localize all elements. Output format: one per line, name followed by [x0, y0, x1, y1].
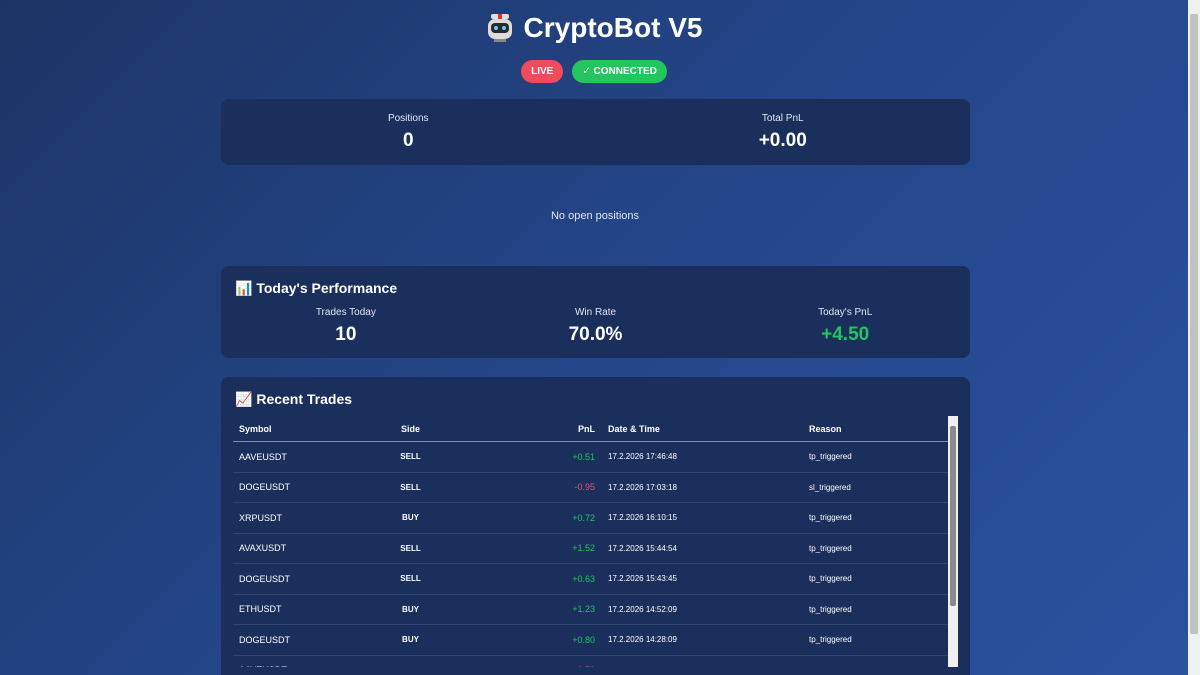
stat: Win Rate 70.0% — [471, 307, 721, 346]
title-text: CryptoBot V5 — [523, 12, 703, 43]
page-scrollbar[interactable] — [1188, 0, 1200, 675]
trades-card: 📈 Recent Trades Symbol Side PnL Date & Time… — [221, 377, 970, 675]
trade-cell: sl_triggered — [809, 656, 851, 667]
trade-cell: 17.2.2026 14:52:09 — [608, 604, 677, 614]
trade-cell: tp_triggered — [809, 604, 852, 614]
trade-cell: BUY — [383, 656, 438, 667]
trade-cell: -0.79 — [493, 656, 595, 667]
trade-cell: 17.2.2026 17:46:48 — [608, 452, 677, 462]
trade-cell: 17.2.2026 06:33:04 — [608, 656, 677, 667]
trade-row: AAVEUSDT BUY -0.79 17.2.2026 06:33:04 sl_tri… — [233, 656, 958, 667]
stat-value: +0.00 — [758, 130, 807, 151]
trade-cell: 17.2.2026 15:44:54 — [608, 543, 677, 553]
stat-label: Today's PnL — [818, 307, 873, 318]
summary-card: Positions 0 Total PnL +0.00 — [221, 99, 970, 165]
header: CryptoBot V5 LIVE ✓ CONNECTED — [0, 12, 1188, 83]
trade-cell: +0.51 — [572, 451, 595, 462]
trade-cell: +0.80 — [572, 634, 595, 645]
stat: Trades Today 10 — [221, 307, 471, 346]
trade-cell: sl_triggered — [809, 482, 851, 492]
stat-value: 0 — [402, 130, 414, 151]
app-title: CryptoBot V5 — [486, 12, 703, 44]
trade-cell: tp_triggered — [809, 574, 852, 584]
performance-card: 📊 Today's Performance Trades Today 10 Win … — [221, 266, 970, 358]
column-header: Side — [400, 423, 420, 434]
trade-row: DOGEUSDT BUY +0.80 17.2.2026 14:28:09 tp_tri… — [233, 625, 958, 656]
trade-cell: SELL — [400, 482, 421, 492]
stat: Today's PnL +4.50 — [720, 307, 970, 346]
trade-cell: BUY — [402, 604, 419, 614]
column-header: Date & Time — [608, 423, 660, 434]
trade-cell: DOGEUSDT — [239, 573, 291, 584]
stat-value: 70.0% — [568, 324, 623, 345]
live-badge: LIVE — [521, 60, 564, 83]
trade-cell: BUY — [402, 513, 419, 523]
trade-cell: tp_triggered — [809, 635, 852, 645]
trade-cell: DOGEUSDT — [239, 482, 291, 493]
trade-cell: AAVEUSDT — [239, 656, 287, 667]
trade-row: ETHUSDT BUY +1.23 17.2.2026 14:52:09 tp_trig… — [233, 595, 958, 625]
column-header: Symbol — [239, 423, 272, 434]
trade-cell: 17.2.2026 17:03:18 — [608, 482, 677, 492]
trade-cell: +0.63 — [572, 573, 595, 584]
trade-cell: 17.2.2026 14:28:09 — [608, 635, 677, 645]
card-title-text: Recent Trades — [256, 391, 353, 407]
table-scrollbar[interactable] — [948, 416, 958, 667]
trade-cell: -0.95 — [574, 482, 595, 493]
trade-cell: DOGEUSDT — [239, 634, 291, 645]
stat-label: Trades Today — [315, 307, 376, 318]
trade-cell: +1.52 — [572, 543, 595, 554]
trade-cell: +1.23 — [572, 604, 595, 615]
trade-cell: SELL — [400, 543, 421, 553]
trade-cell: ETHUSDT — [239, 604, 282, 615]
robot-icon — [487, 14, 512, 42]
trade-cell: AVAXUSDT — [239, 543, 287, 554]
stat-label: Positions — [387, 113, 429, 124]
stat-value: +4.50 — [821, 324, 870, 345]
stat-value: 10 — [335, 324, 357, 345]
trade-cell: BUY — [402, 635, 419, 645]
trade-cell: 17.2.2026 15:43:45 — [608, 574, 677, 584]
table-header: Symbol Side PnL Date & Time Reason — [233, 416, 958, 442]
trade-row: AAVEUSDT SELL +0.51 17.2.2026 17:46:48 tp_tr… — [233, 442, 958, 473]
trade-cell: +0.72 — [572, 512, 595, 523]
column-header: Reason — [809, 423, 842, 434]
trade-cell: XRPUSDT — [239, 512, 283, 523]
trade-cell: tp_triggered — [809, 513, 852, 523]
trade-cell: SELL — [400, 574, 421, 584]
trade-cell: 17.2.2026 16:10:15 — [608, 513, 677, 523]
trade-row: DOGEUSDT SELL -0.95 17.2.2026 17:03:18 sl_tr… — [233, 473, 958, 503]
stat-label: Total PnL — [761, 113, 804, 124]
trades-table: Symbol Side PnL Date & Time Reason AAVEUSDT SE… — [233, 416, 958, 667]
trade-cell: SELL — [400, 452, 421, 462]
card-title: 📊 Today's Performance — [235, 280, 398, 296]
column-header: PnL — [578, 423, 595, 434]
empty-message: No open positions — [550, 210, 640, 222]
trade-row: AVAXUSDT SELL +1.52 17.2.2026 15:44:54 tp_tr… — [233, 534, 958, 564]
connected-badge: ✓ CONNECTED — [572, 60, 667, 83]
trade-row: XRPUSDT BUY +0.72 17.2.2026 16:10:15 tp_trig… — [233, 503, 958, 534]
trade-row: DOGEUSDT SELL +0.63 17.2.2026 15:43:45 tp_tr… — [233, 564, 958, 595]
trade-cell: AAVEUSDT — [239, 451, 287, 462]
card-title: 📈 Recent Trades — [235, 391, 353, 407]
card-title-text: Today's Performance — [256, 280, 398, 296]
trade-cell: tp_triggered — [809, 543, 852, 553]
trade-cell: tp_triggered — [809, 452, 852, 462]
stat-label: Win Rate — [574, 307, 617, 318]
